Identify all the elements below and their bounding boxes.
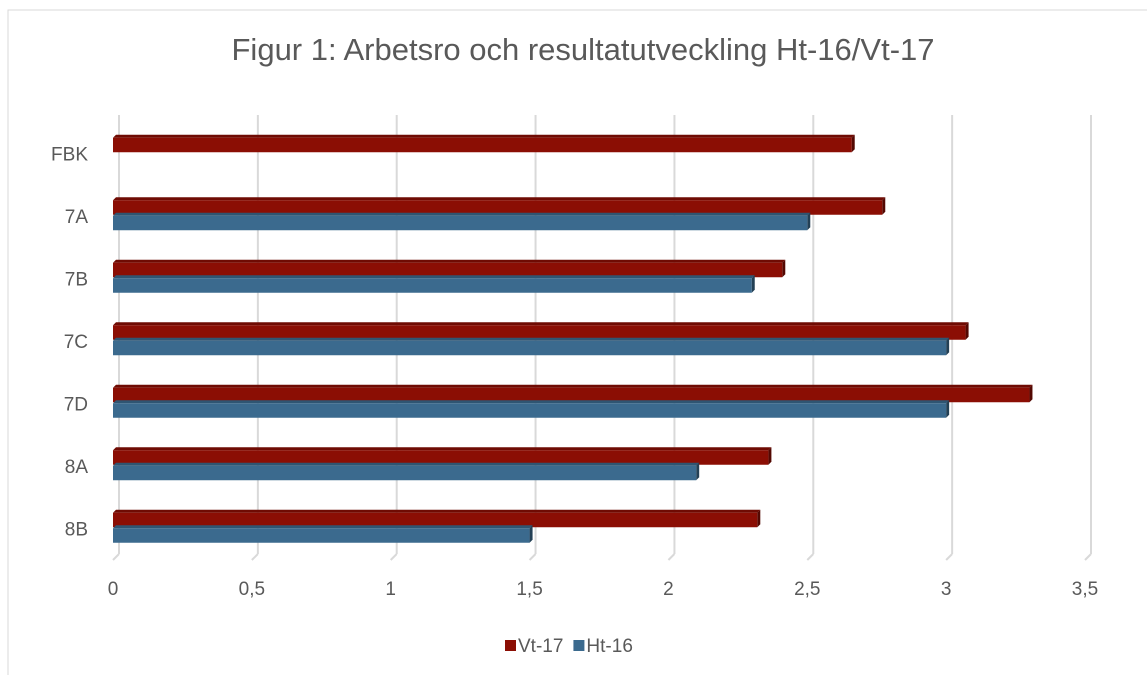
bar-side [757,509,761,528]
x-tick-label: 2 [663,579,674,600]
y-tick-label: 7B [65,269,88,290]
bar-side [807,212,811,231]
grid-line-foot [667,553,676,561]
bar-side [1029,384,1033,403]
x-tick-label: 1,5 [516,579,542,600]
bar [113,337,950,356]
x-tick-label: 1 [385,579,396,600]
bar [113,275,755,293]
grid-line-foot [251,553,259,561]
y-tick-label: 7C [64,332,88,353]
x-tick-label: 2,5 [794,579,820,600]
bar-side [768,447,772,465]
bar-top [113,400,950,404]
bar-top [113,447,772,451]
bar [113,197,886,215]
bar-face [113,340,947,356]
bar-face [113,465,697,481]
bar-top [113,134,855,138]
bar [113,212,811,231]
bar-side [696,462,700,481]
bar-face [113,450,769,465]
bar-side [851,134,855,153]
grid-line-foot [112,553,120,561]
bar-face [113,278,752,293]
bar-top [113,337,950,341]
bar [113,322,969,340]
bar-face [113,387,1030,403]
bar-top [113,322,969,326]
x-tick-label: 3,5 [1072,579,1098,600]
grid-line-foot [390,553,398,561]
bar [113,400,950,418]
bar [113,384,1033,403]
grid-line-foot [945,553,953,561]
grid-line-foot [806,553,814,561]
bar-top [113,259,786,263]
bar [113,509,761,528]
bar-side [529,525,533,543]
bar-side [946,400,950,418]
grid-line-foot [528,553,537,561]
bar [113,525,533,543]
x-tick-label: 3 [941,579,952,600]
bar-face [113,403,947,418]
chart-title: Figur 1: Arbetsro och resultatutveckling… [232,32,935,67]
bar-face [113,262,783,278]
y-tick-label: 8A [65,457,89,478]
bar-top [113,384,1033,388]
bar-side [782,259,786,278]
bar-face [113,512,758,528]
bar [113,462,700,481]
bar-top [113,275,755,279]
legend-label: Vt-17 [518,636,563,657]
bar-side [751,275,755,293]
x-tick-label: 0,5 [239,579,265,600]
bar-side [965,322,969,340]
bar-face [113,215,808,231]
bar-side [882,197,886,215]
bar [113,134,855,153]
bar-face [113,325,966,340]
bar-top [113,525,533,529]
bar-top [113,462,700,466]
y-tick-label: 7D [64,394,88,415]
bar [113,259,786,278]
bar-top [113,212,811,216]
grid-line-foot [1084,553,1092,561]
x-tick-label: 0 [108,579,119,600]
legend-swatch [505,640,516,651]
bar-face [113,528,530,543]
bar [113,447,772,465]
bar-face [113,200,883,215]
legend-swatch [573,640,585,651]
y-tick-label: 8B [65,519,88,540]
legend-label: Ht-16 [586,636,632,657]
bar-side [946,337,950,356]
bar-top [113,509,761,513]
bar-top [113,197,886,201]
y-tick-label: 7A [65,207,89,228]
bar-face [113,137,852,153]
y-tick-label: FBK [51,144,88,165]
